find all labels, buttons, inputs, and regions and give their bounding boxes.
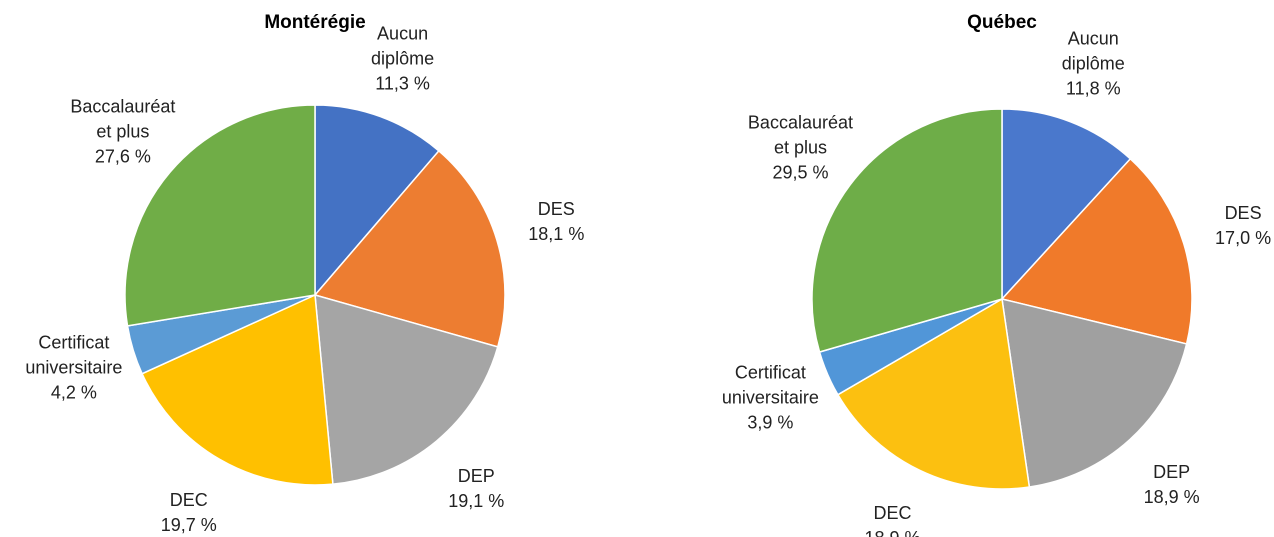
category-label: DES [537,199,575,220]
category-label: DEP [1153,462,1191,483]
value-label: 19,1 % [448,490,505,511]
value-label: 11,3 % [375,73,430,94]
value-label: 18,1 % [528,224,585,245]
category-label: Certificat universitaire [721,362,819,408]
slice-label: Aucun diplôme 11,3 % [344,21,462,96]
chart-title: Montérégie [264,12,366,33]
slice-label: Certificat universitaire 4,2 % [15,331,133,406]
value-label: 18,9 % [1143,487,1200,508]
pie-slice [314,293,499,485]
slice-label: Certificat universitaire 3,9 % [711,361,829,436]
slice-label: DES 17,0 % [1184,201,1274,251]
pie-slice [1000,157,1193,345]
category-label: DEC [169,490,208,511]
value-label: 29,5 % [772,162,829,183]
value-label: 17,0 % [1215,227,1272,248]
category-label: DES [1224,202,1262,223]
category-label: DEP [457,465,495,486]
slice-label: DEP 19,1 % [417,464,535,514]
value-label: 3,9 % [747,412,794,433]
category-label: Aucun diplôme [1061,28,1125,74]
pie-slice [811,108,1003,353]
category-label: Aucun diplôme [371,23,435,69]
category-label: Certificat universitaire [25,332,123,378]
value-label: 19,7 % [160,515,217,536]
pie-slice [1001,298,1188,488]
pie-slice [313,149,506,348]
category-label: DEC [873,502,912,523]
pie-slice [836,297,1031,490]
category-label: Baccalauréat et plus [70,96,176,142]
category-label: Baccalauréat et plus [747,112,853,158]
chart-title: Québec [967,12,1037,33]
value-label: 4,2 % [50,382,97,403]
value-label: 11,8 % [1065,78,1121,99]
pie-slice [141,293,334,486]
slice-label: DEC 18,9 % [834,501,952,537]
slice-label: DES 18,1 % [497,197,615,247]
value-label: 27,6 % [94,146,151,167]
pie-slice [124,104,316,327]
slice-label: DEC 19,7 % [130,488,248,537]
slice-label: Aucun diplôme 11,8 % [1034,27,1152,102]
slice-label: Baccalauréat et plus 29,5 % [741,110,859,185]
slice-label: Baccalauréat et plus 27,6 % [64,94,182,169]
slice-label: DEP 18,9 % [1113,460,1231,510]
pie-slice [1001,108,1132,301]
value-label: 18,9 % [834,526,952,537]
pie-slice [314,104,440,298]
